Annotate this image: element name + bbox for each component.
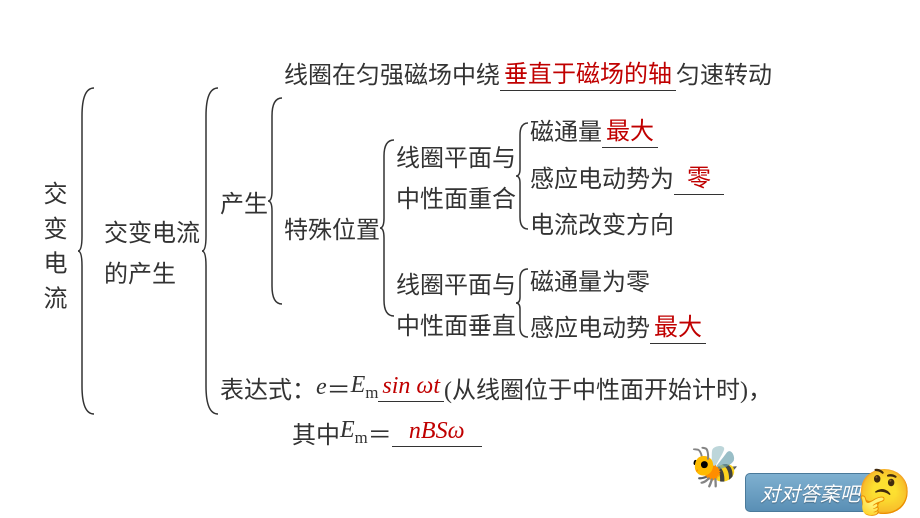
expr-Em2: Em [340,417,368,448]
expr-Em: Em [351,372,379,403]
expr-where: 其中 [292,415,340,450]
thinking-face-icon: 🤔 [857,466,912,518]
emf2-lbl: 感应电动势 [530,308,650,343]
sin-blank: sin ωt [378,373,444,402]
dir-change: 电流改变方向 [530,205,674,240]
produce-label: 产生 [220,184,268,219]
nbsw-blank: nBSω [392,418,482,447]
perp-brace [516,267,530,339]
l1-label-b: 的产生 [104,254,200,289]
emf1-lbl: 感应电动势为 [530,159,674,194]
emf1-blank: 零 [674,158,724,195]
l1-label-a: 交变电流 [104,213,200,248]
expr-e: e [316,374,327,401]
flux1-blank: 最大 [602,111,658,148]
expr-note: (从线圈位于中性面开始计时)， [444,370,772,405]
produce-brace [268,96,284,306]
flux2: 磁通量为零 [530,262,650,297]
flux1-lbl: 磁通量 [530,112,602,147]
cond-post: 匀速转动 [676,55,772,90]
coincide-a: 线圈平面与 [396,138,516,173]
special-label: 特殊位置 [284,210,380,245]
expr-eq1: ＝ [327,370,351,405]
answer-button[interactable]: 对对答案吧 [745,473,875,512]
emf2-blank: 最大 [650,307,706,344]
special-brace [380,138,396,318]
perp-b: 中性面垂直 [396,306,516,341]
root-label: 交变电流 [35,181,70,320]
bee-icon: 🐝 [690,443,740,490]
coincide-brace [516,121,530,231]
coincide-b: 中性面重合 [396,179,516,214]
expr-pre: 表达式： [220,370,316,405]
root-brace [78,86,96,416]
cond-pre: 线圈在匀强磁场中绕 [284,55,500,90]
expr-eq2: ＝ [368,415,392,450]
perp-a: 线圈平面与 [396,265,516,300]
l1-brace [202,86,220,416]
cond-blank: 垂直于磁场的轴 [500,54,676,91]
